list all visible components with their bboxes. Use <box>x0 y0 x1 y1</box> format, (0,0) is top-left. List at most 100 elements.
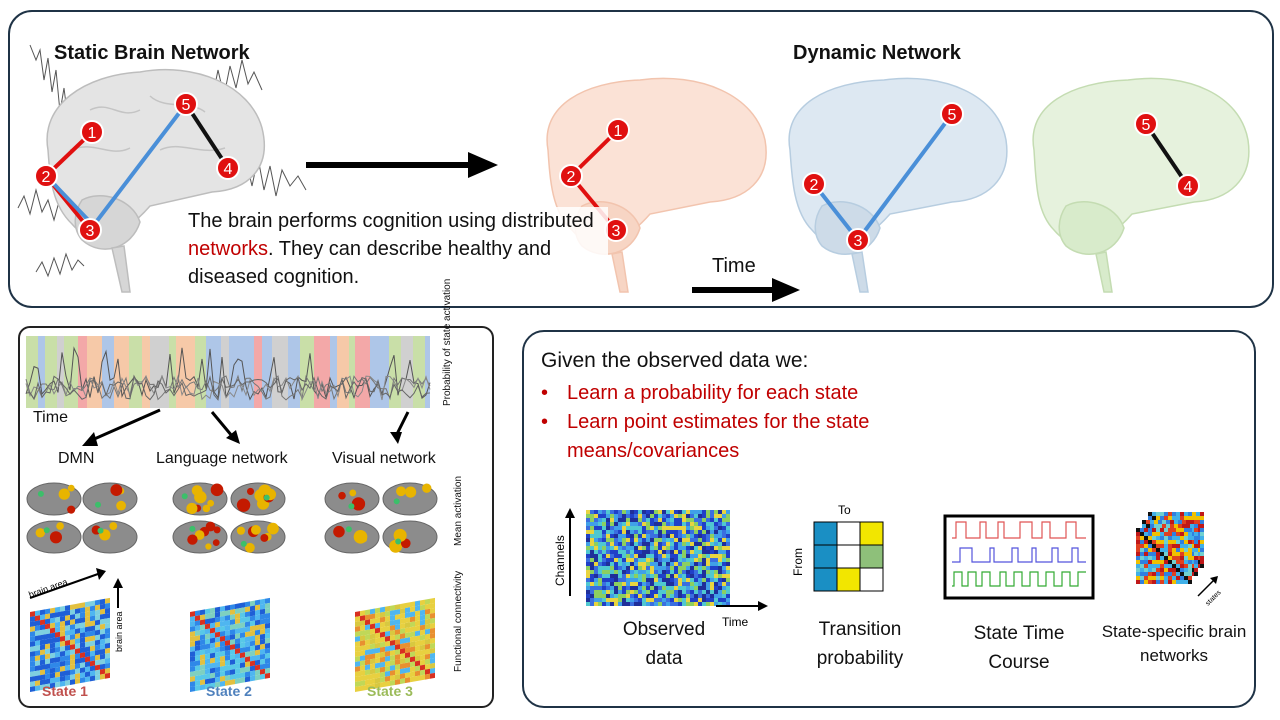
activation-blob <box>348 503 355 510</box>
transition-cell <box>813 521 838 546</box>
brain-surface <box>230 482 286 516</box>
activation-blob <box>345 526 352 533</box>
node-label: 1 <box>88 125 97 142</box>
activation-blob <box>43 527 50 534</box>
activation-blob <box>95 501 102 508</box>
state-segment <box>262 336 272 408</box>
activation-blob <box>405 486 417 498</box>
transition-cell <box>859 544 884 569</box>
node-2: 2 <box>802 172 826 196</box>
activation-blob <box>194 530 205 540</box>
node-1: 1 <box>606 118 630 142</box>
activation-blob <box>210 483 224 497</box>
brain-surface <box>172 482 228 516</box>
state-segment <box>129 336 142 408</box>
strip-time-label: Time <box>33 409 68 426</box>
brain-surface <box>382 482 438 516</box>
dynamic-nodes-2: 2 3 5 <box>802 102 964 252</box>
state-segment <box>221 336 229 408</box>
state-segment <box>64 336 78 408</box>
node-label: 2 <box>42 169 51 186</box>
state-time-course-traces <box>952 521 1086 587</box>
state-segment <box>401 336 413 408</box>
probability-trace <box>25 374 431 402</box>
activation-blob <box>251 524 261 535</box>
activation-blob <box>213 526 221 534</box>
state-probability-strip <box>26 336 430 408</box>
state-segment <box>241 336 254 408</box>
network-label-dmn: DMN <box>58 450 95 467</box>
state-segment <box>229 336 241 408</box>
activation-blob <box>189 525 196 532</box>
dynamic-network-title: Dynamic Network <box>793 42 961 64</box>
activation-blob <box>240 540 247 547</box>
hmm-states-illustration: brain area brain area <box>25 336 438 692</box>
arrow-to-language <box>210 411 234 437</box>
mean-activation-axis-label: Mean activation <box>453 475 464 546</box>
brain-description: The brain performs cognition using distr… <box>188 207 608 291</box>
state-segment <box>337 336 349 408</box>
activation-blob <box>67 484 75 492</box>
activation-blob <box>393 498 400 505</box>
arrow-to-dmn <box>91 408 161 442</box>
activation-blob <box>37 490 44 497</box>
stacked-state-networks <box>1136 512 1204 584</box>
bullet-point-estimates: Learn point estimates for the state mean… <box>537 408 967 466</box>
node-label: 3 <box>612 223 621 240</box>
node-5: 5 <box>174 92 198 116</box>
activation-blob <box>260 534 269 542</box>
state-segment <box>279 336 288 408</box>
activation-blob <box>56 522 64 530</box>
observed-data-heatmap <box>586 510 730 606</box>
activation-blob <box>187 534 198 545</box>
estimation-bullets: Learn a probability for each state Learn… <box>537 379 967 466</box>
dynamic-edges-3 <box>1144 122 1190 188</box>
node-3: 3 <box>846 228 870 252</box>
functional-connectivity-axis-label: Functional connectivity <box>453 570 464 672</box>
brain-area-x-label: brain area <box>27 577 69 600</box>
estimation-illustration: Channels Time To From states <box>553 503 1223 629</box>
state-1-label: State 1 <box>42 683 88 699</box>
activation-blob <box>236 498 251 512</box>
activation-blob <box>244 542 255 553</box>
state-2-label: State 2 <box>206 683 252 699</box>
state-segment <box>102 336 114 408</box>
state-segment <box>254 336 262 408</box>
dynamic-nodes-1: 1 2 3 <box>559 118 630 242</box>
activation-blob <box>109 522 118 530</box>
description-text-end: . They can describe healthy and diseased… <box>188 238 552 288</box>
node-label: 4 <box>224 161 233 178</box>
arrowhead <box>82 432 98 446</box>
brain-area-y-label: brain area <box>114 611 124 652</box>
activation-blob <box>58 488 70 500</box>
description-text: The brain performs cognition using distr… <box>188 210 594 232</box>
node-2: 2 <box>559 164 583 188</box>
to-label: To <box>838 503 851 517</box>
activation-blob <box>116 500 126 511</box>
arrowhead <box>390 432 402 444</box>
node-3: 3 <box>78 218 102 242</box>
state-segment <box>169 336 176 408</box>
state-segment <box>142 336 150 408</box>
node-label: 1 <box>614 123 623 140</box>
state-segment <box>38 336 45 408</box>
node-4: 4 <box>1176 174 1200 198</box>
connectivity-matrices <box>30 597 435 692</box>
state-segment <box>349 336 355 408</box>
probability-trace <box>25 374 431 401</box>
state-arrows <box>91 408 410 442</box>
activation-blob <box>422 483 432 493</box>
activation-blob <box>349 489 357 497</box>
static-network-nodes: 1 2 3 4 5 <box>34 92 240 242</box>
network-label-visual: Visual network <box>332 450 436 467</box>
activation-blob <box>246 487 255 495</box>
activation-blob <box>110 484 123 497</box>
transition-cell <box>813 567 838 592</box>
state-3-label: State 3 <box>367 683 413 699</box>
brain-surface <box>26 520 82 554</box>
node-1: 1 <box>80 120 104 144</box>
observed-data-axes <box>569 516 760 607</box>
node-label: 3 <box>854 233 863 250</box>
activation-blob <box>194 490 207 504</box>
state-segment <box>355 336 370 408</box>
